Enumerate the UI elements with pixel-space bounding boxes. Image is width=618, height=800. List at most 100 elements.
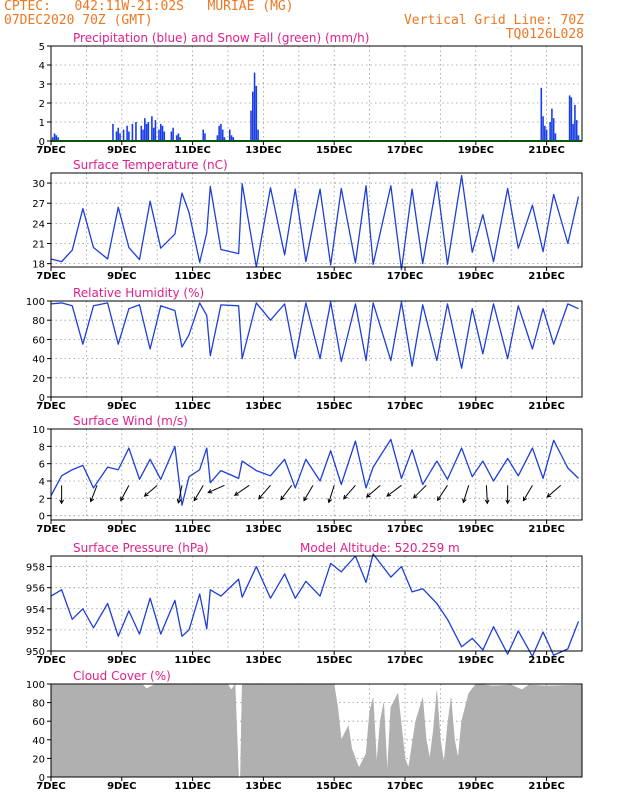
x-tick-label: 13DEC: [245, 524, 281, 535]
x-tick-label: 17DEC: [387, 655, 423, 666]
precip-bar: [250, 110, 252, 141]
wind-arrow: [366, 484, 381, 498]
precip-bar: [253, 72, 256, 141]
precip-bar: [53, 133, 56, 141]
precip-bar: [216, 135, 219, 141]
x-tick-label: 7DEC: [36, 524, 65, 535]
x-tick-label: 21DEC: [528, 524, 564, 535]
temp-title: Surface Temperature (nC): [73, 158, 228, 172]
x-tick-label: 7DEC: [36, 401, 65, 412]
x-tick-label: 11DEC: [174, 781, 210, 792]
x-tick-label: 19DEC: [458, 145, 494, 156]
y-tick-label: 1: [39, 118, 45, 129]
wind-arrow-head: [303, 496, 308, 502]
x-tick-label: 11DEC: [174, 271, 210, 282]
pres-panel: 950 952 954 956 958 7DEC 9DEC 11DEC 13DEC 15DEC 17…: [26, 541, 583, 666]
precip-bar: [152, 127, 155, 141]
precip-bar: [145, 123, 148, 141]
wind-arrow-head: [193, 496, 198, 502]
precip-bar: [202, 129, 205, 141]
y-tick-label: 3: [39, 80, 45, 91]
precip-frame: [50, 45, 583, 142]
precip-bar: [115, 131, 118, 141]
precip-bar: [221, 129, 224, 141]
x-tick-label: 7DEC: [36, 781, 65, 792]
precip-bar: [544, 125, 546, 141]
precip-bar: [57, 137, 59, 141]
x-tick-label: 9DEC: [107, 271, 136, 282]
x-tick-label: 17DEC: [387, 401, 423, 412]
x-tick-label: 19DEC: [458, 655, 494, 666]
x-tick-label: 21DEC: [528, 401, 564, 412]
wind-arrow-head: [546, 493, 552, 498]
wind-arrow: [280, 485, 293, 501]
x-tick-label: 9DEC: [107, 524, 136, 535]
wind-arrow-head: [233, 491, 239, 496]
precip-bar: [177, 133, 180, 141]
precip-bar: [172, 127, 174, 141]
x-tick-label: 17DEC: [387, 271, 423, 282]
cloud-cover-area: [50, 683, 583, 778]
x-tick-label: 7DEC: [36, 271, 65, 282]
x-tick-label: 15DEC: [316, 401, 352, 412]
precip-bar: [542, 116, 544, 141]
y-tick-label: 30: [32, 179, 45, 190]
y-tick-label: 0: [39, 137, 45, 148]
wind-arrow: [413, 484, 427, 499]
precip-bar: [126, 125, 128, 141]
y-tick-label: 20: [32, 374, 45, 385]
wind-arrow-head: [505, 499, 511, 505]
precip-bar: [204, 133, 206, 141]
y-tick-label: 80: [32, 699, 45, 710]
wind-arrow-head: [89, 497, 95, 503]
x-tick-label: 9DEC: [107, 781, 136, 792]
precip-panel: 0 1 2 3 4 5 7DEC 9DEC 11DEC 13DEC 15DEC 17DEC 19DEC 2…: [36, 31, 583, 156]
precip-bar: [251, 91, 254, 141]
x-tick-label: 21DEC: [528, 271, 564, 282]
wind-arrow: [120, 485, 130, 501]
precip-bar: [574, 104, 576, 141]
x-tick-label: 13DEC: [245, 271, 281, 282]
wind-arrow-head: [437, 496, 442, 502]
precip-bar: [51, 137, 54, 141]
x-tick-label: 15DEC: [316, 655, 352, 666]
x-tick-label: 15DEC: [316, 145, 352, 156]
y-tick-label: 2: [39, 99, 45, 110]
cloud-panel: 0 20 40 60 80 100 7DEC 9DEC 11DEC 13DEC 15DEC 17DEC…: [26, 669, 583, 792]
precip-bar: [572, 123, 574, 141]
x-tick-label: 13DEC: [245, 401, 281, 412]
x-tick-label: 7DEC: [36, 655, 65, 666]
y-tick-label: 950: [26, 647, 45, 658]
x-tick-label: 13DEC: [245, 655, 281, 666]
y-tick-label: 8: [39, 442, 45, 453]
x-tick-label: 9DEC: [107, 401, 136, 412]
precip-bar: [218, 125, 220, 141]
rh-series-line: [50, 301, 579, 369]
precip-bar: [551, 108, 553, 141]
y-tick-label: 4: [39, 477, 45, 488]
wind-arrow-head: [207, 489, 213, 494]
precip-bar: [540, 87, 543, 141]
wind-arrow-head: [343, 494, 348, 500]
wind-arrow-head: [59, 499, 64, 505]
precip-bar: [554, 133, 557, 141]
precip-bar: [179, 137, 182, 141]
model-altitude-label: Model Altitude: 520.259 m: [300, 541, 460, 555]
x-tick-label: 19DEC: [458, 524, 494, 535]
precip-bar: [223, 137, 226, 141]
y-tick-label: 24: [32, 219, 45, 230]
precip-bar: [255, 85, 258, 141]
y-tick-label: 0: [39, 512, 45, 523]
precip-bar: [161, 125, 164, 141]
y-tick-label: 21: [32, 240, 45, 251]
precip-bar: [568, 95, 571, 141]
precip-bar: [159, 123, 162, 141]
y-tick-label: 0: [39, 393, 45, 404]
precip-bar: [112, 123, 114, 141]
wind-arrow: [462, 485, 470, 503]
precip-bar: [122, 129, 125, 141]
y-tick-label: 0: [39, 773, 45, 784]
precip-bar: [158, 129, 160, 141]
x-tick-label: 15DEC: [316, 524, 352, 535]
y-tick-label: 4: [39, 61, 45, 72]
